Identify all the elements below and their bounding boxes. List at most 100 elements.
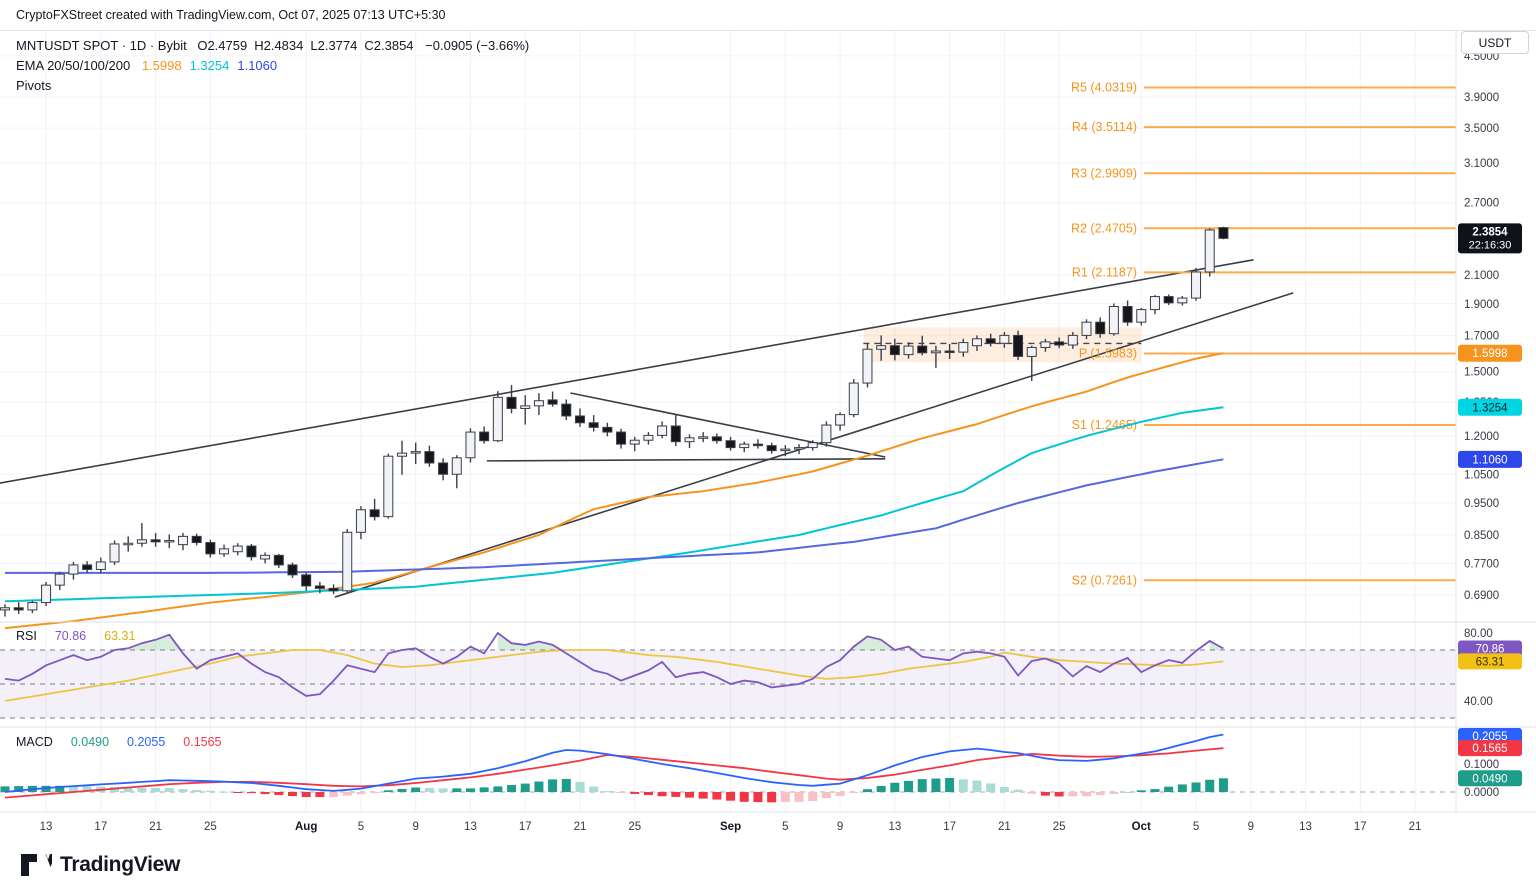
macd-hist-bar (1191, 782, 1201, 792)
time-tick: 13 (464, 821, 477, 833)
ohlc-o: O2.4759 (197, 38, 248, 53)
rsi-label[interactable]: RSI (16, 629, 37, 643)
tradingview-logo-text: TradingView (60, 853, 181, 876)
macd-hist-bar (233, 792, 243, 793)
macd-hist-bar (534, 781, 544, 792)
macd-hist-bar (479, 787, 489, 792)
pennant-bottom (486, 458, 886, 462)
tradingview-logo[interactable]: TradingView (20, 850, 180, 880)
macd-hist-badge: 0.0490 (1458, 770, 1522, 787)
ema-row: EMA 20/50/100/200 1.5998 1.3254 1.1060 (16, 56, 529, 76)
candle (917, 335, 928, 356)
candle (123, 536, 134, 552)
rsi-pane (0, 631, 1456, 719)
ema200-line[interactable] (5, 458, 1224, 574)
candle (1204, 228, 1215, 277)
macd-hist-bar (575, 781, 585, 792)
macd-line-badge: 0.2055 (1458, 728, 1522, 744)
ema50-badge: 1.5998 (1458, 344, 1522, 362)
macd-hist-bar (876, 785, 886, 792)
macd-hist-bar (548, 779, 558, 792)
time-tick: 13 (40, 821, 53, 833)
ohlc-l: L2.3774 (310, 38, 358, 53)
macd-label[interactable]: MACD (16, 735, 53, 749)
macd-hist-bar (849, 792, 859, 793)
ema-value-0: 1.5998 (141, 58, 182, 73)
candle (876, 335, 887, 361)
time-axis[interactable]: 13 17 21 25 Aug 5 9 13 17 21 25 Sep 5 9 13 17 21 25 Oct 5 9 1… (40, 821, 1422, 833)
candle (930, 345, 941, 368)
svg-text:1.3254: 1.3254 (1472, 402, 1508, 414)
candle (383, 453, 394, 519)
macd-hist-bar (1136, 790, 1146, 792)
pivot-label-S2: S2 (0.7261) (1072, 573, 1137, 587)
candle (821, 421, 832, 447)
time-tick: 9 (1248, 821, 1254, 833)
candle (657, 421, 668, 439)
candle (1081, 319, 1092, 340)
macd-hist-bar (931, 778, 941, 792)
candle (903, 342, 914, 359)
price-tick: 3.9000 (1464, 92, 1499, 104)
time-tick: 25 (628, 821, 641, 833)
macd-hist-bar (671, 792, 681, 797)
pivots-row: Pivots (16, 76, 529, 96)
pivots-label[interactable]: Pivots (16, 78, 52, 93)
svg-text:0.1565: 0.1565 (1472, 743, 1507, 755)
candle (342, 528, 353, 594)
candle (314, 581, 325, 594)
macd-hist-bar (1040, 792, 1050, 796)
ema-label[interactable]: EMA 20/50/100/200 (16, 58, 131, 73)
candle (424, 445, 435, 467)
candle (328, 584, 339, 595)
candle (561, 399, 572, 421)
macd-hist-bar (698, 792, 708, 799)
ema100-line[interactable] (4, 406, 1224, 603)
pennant-top (570, 392, 886, 458)
price-tick: 3.1000 (1464, 158, 1499, 170)
time-tick: 17 (943, 821, 956, 833)
candle (1013, 330, 1024, 361)
time-tick: 13 (1299, 821, 1312, 833)
price-tick: 1.0500 (1464, 469, 1499, 481)
macd-hist-bar (219, 791, 229, 793)
price-tick: 0.7700 (1464, 558, 1499, 570)
symbol-title[interactable]: MNTUSDT SPOT · 1D · Bybit (16, 38, 187, 53)
macd-pane-label: MACD 0.0490 0.2055 0.1565 (16, 735, 240, 749)
rsi-value-1: 63.31 (104, 629, 136, 643)
candle (1122, 300, 1133, 326)
macd-hist-bar (986, 783, 996, 792)
candle (1177, 295, 1188, 306)
price-tick: 2.7000 (1464, 198, 1499, 210)
macd-hist-bar (507, 785, 517, 792)
macd-hist-bar (616, 792, 626, 793)
candle (533, 393, 544, 416)
macd-hist-bar (1150, 789, 1160, 792)
toolbar-attribution-text: CryptoFXStreet created with TradingView.… (16, 8, 446, 22)
candle (287, 562, 298, 578)
candle (191, 533, 202, 546)
ema50-line[interactable] (4, 352, 1224, 630)
pivot-levels: R5 (4.0319) R4 (3.5114) R3 (2.9909) R2 (2.4… (1071, 80, 1456, 587)
macd-hist-bar (1068, 792, 1078, 797)
candle (150, 532, 161, 547)
symbol-row: MNTUSDT SPOT · 1D · Bybit O2.4759 H2.4834… (16, 36, 529, 56)
candle (574, 408, 585, 427)
price-axis[interactable]: 4.50003.90003.50003.10002.70002.10001.90… (1458, 51, 1522, 799)
rsi-pane-label: RSI 70.86 63.31 (16, 629, 153, 643)
candle (355, 506, 366, 540)
ohlc-values: O2.4759 H2.4834 L2.3774 C2.3854 (190, 38, 413, 53)
macd-value-1: 0.2055 (127, 735, 166, 749)
candle (684, 434, 695, 449)
macd-hist-bar (397, 788, 407, 792)
candle (54, 571, 65, 591)
time-tick: 25 (204, 821, 217, 833)
macd-hist-bar (561, 778, 571, 792)
candle (629, 436, 640, 452)
currency-toggle-button[interactable]: USDT (1461, 31, 1529, 54)
rsi-badge: 70.86 (1458, 640, 1522, 657)
time-tick: 21 (998, 821, 1011, 833)
time-tick: 13 (888, 821, 901, 833)
macd-hist-bar (1177, 784, 1187, 792)
